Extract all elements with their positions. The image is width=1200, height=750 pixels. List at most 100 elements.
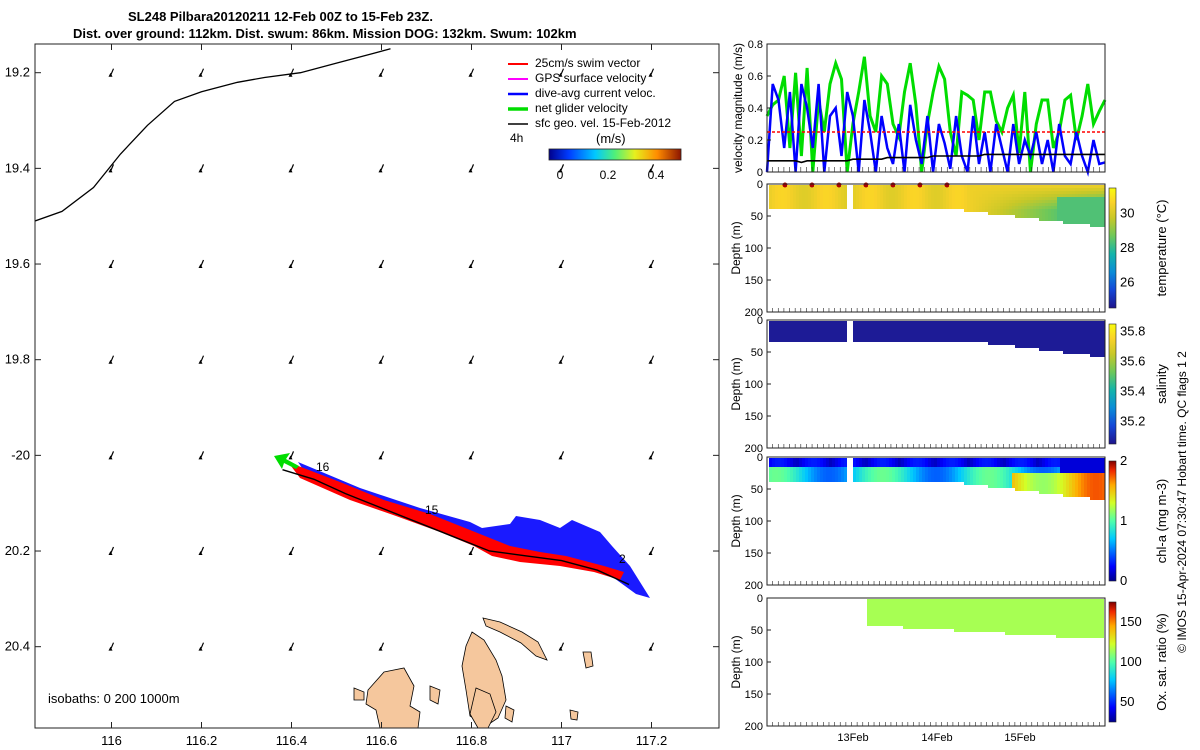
depth-sample-cell bbox=[1009, 485, 1012, 488]
depth-sample-cell bbox=[1038, 605, 1041, 608]
depth-sample-cell bbox=[1005, 617, 1008, 620]
depth-sample-cell bbox=[808, 324, 811, 327]
depth-sample-cell bbox=[1065, 632, 1068, 635]
depth-sample-cell bbox=[1042, 458, 1045, 461]
depth-sample-cell bbox=[778, 321, 781, 324]
depth-sample-cell bbox=[868, 197, 871, 200]
current-arrow-head bbox=[378, 551, 383, 556]
depth-sample-cell bbox=[921, 623, 924, 626]
depth-sample-cell bbox=[961, 200, 964, 203]
depth-sample-cell bbox=[916, 336, 919, 339]
depth-sample-cell bbox=[1066, 458, 1069, 461]
depth-sample-cell bbox=[990, 599, 993, 602]
depth-sample-cell bbox=[796, 464, 799, 467]
depth-sample-cell bbox=[1102, 470, 1105, 473]
depth-sample-cell bbox=[1042, 327, 1045, 330]
depth-sample-cell bbox=[1054, 218, 1057, 221]
depth-sample-cell bbox=[1081, 221, 1084, 224]
depth-sample-cell bbox=[898, 336, 901, 339]
depth-sample-cell bbox=[907, 330, 910, 333]
depth-sample-cell bbox=[793, 464, 796, 467]
depth-sample-cell bbox=[964, 482, 967, 485]
depth-sample-cell bbox=[1090, 203, 1093, 206]
depth-sample-cell bbox=[859, 330, 862, 333]
depth-sample-cell bbox=[1045, 218, 1048, 221]
depth-sample-cell bbox=[1057, 324, 1060, 327]
depth-sample-cell bbox=[937, 200, 940, 203]
depth-sample-cell bbox=[784, 327, 787, 330]
depth-sample-cell bbox=[853, 464, 856, 467]
depth-sample-cell bbox=[987, 611, 990, 614]
depth-sample-cell bbox=[1011, 608, 1014, 611]
depth-sample-cell bbox=[775, 470, 778, 473]
depth-sample-cell bbox=[1033, 200, 1036, 203]
depth-sample-cell bbox=[835, 185, 838, 188]
depth-sample-cell bbox=[876, 620, 879, 623]
depth-sample-cell bbox=[1036, 203, 1039, 206]
depth-sample-cell bbox=[895, 467, 898, 470]
depth-sample-cell bbox=[1059, 623, 1062, 626]
depth-sample-cell bbox=[1054, 348, 1057, 351]
depth-sample-cell bbox=[883, 327, 886, 330]
depth-sample-cell bbox=[1072, 351, 1075, 354]
depth-sample-cell bbox=[1003, 464, 1006, 467]
depth-sample-cell bbox=[1018, 194, 1021, 197]
current-arrow-head bbox=[378, 168, 383, 173]
depth-sample-cell bbox=[1095, 629, 1098, 632]
depth-sample-cell bbox=[1015, 206, 1018, 209]
depth-sample-cell bbox=[1045, 485, 1048, 488]
depth-sample-cell bbox=[1051, 324, 1054, 327]
depth-sample-cell bbox=[808, 206, 811, 209]
depth-sample-cell bbox=[844, 473, 847, 476]
depth-sample-cell bbox=[817, 333, 820, 336]
depth-sample-cell bbox=[808, 327, 811, 330]
island-4 bbox=[365, 667, 421, 728]
depth-sample-cell bbox=[985, 467, 988, 470]
depth-sample-cell bbox=[997, 470, 1000, 473]
depth-sample-cell bbox=[925, 321, 928, 324]
depth-sample-cell bbox=[939, 608, 942, 611]
depth-sample-cell bbox=[871, 324, 874, 327]
depth-sample-cell bbox=[972, 614, 975, 617]
depth-sample-cell bbox=[823, 467, 826, 470]
depth-sample-cell bbox=[853, 197, 856, 200]
depth-sample-cell bbox=[1087, 342, 1090, 345]
depth-sample-cell bbox=[1096, 473, 1099, 476]
depth-sample-cell bbox=[1005, 599, 1008, 602]
depth-sample-cell bbox=[859, 327, 862, 330]
depth-sample-cell bbox=[802, 473, 805, 476]
depth-ytick-label: 150 bbox=[745, 689, 763, 701]
depth-sample-cell bbox=[991, 188, 994, 191]
depth-sample-cell bbox=[970, 321, 973, 324]
current-arrow-head bbox=[108, 359, 113, 364]
depth-sample-cell bbox=[958, 321, 961, 324]
depth-sample-cell bbox=[1068, 626, 1071, 629]
depth-sample-cell bbox=[949, 321, 952, 324]
depth-sample-cell bbox=[948, 614, 951, 617]
depth-sample-cell bbox=[925, 206, 928, 209]
depth-sample-cell bbox=[1000, 197, 1003, 200]
depth-sample-cell bbox=[982, 330, 985, 333]
depth-sample-cell bbox=[1024, 488, 1027, 491]
depth-sample-cell bbox=[925, 200, 928, 203]
depth-sample-cell bbox=[904, 473, 907, 476]
depth-sample-cell bbox=[874, 339, 877, 342]
depth-sample-cell bbox=[823, 203, 826, 206]
depth-sample-cell bbox=[1080, 629, 1083, 632]
depth-sample-cell bbox=[796, 324, 799, 327]
depth-sample-cell bbox=[1096, 324, 1099, 327]
depth-sample-cell bbox=[829, 321, 832, 324]
depth-sample-cell bbox=[823, 458, 826, 461]
depth-sample-cell bbox=[1084, 458, 1087, 461]
depth-sample-cell bbox=[1002, 620, 1005, 623]
depth-sample-cell bbox=[817, 188, 820, 191]
depth-sample-cell bbox=[1012, 461, 1015, 464]
depth-sample-cell bbox=[832, 197, 835, 200]
depth-sample-cell bbox=[1072, 464, 1075, 467]
depth-sample-cell bbox=[937, 203, 940, 206]
depth-sample-cell bbox=[937, 185, 940, 188]
depth-sample-cell bbox=[892, 458, 895, 461]
depth-sample-cell bbox=[954, 605, 957, 608]
map-xtick-label: 117 bbox=[551, 733, 572, 748]
depth-sample-cell bbox=[1077, 626, 1080, 629]
